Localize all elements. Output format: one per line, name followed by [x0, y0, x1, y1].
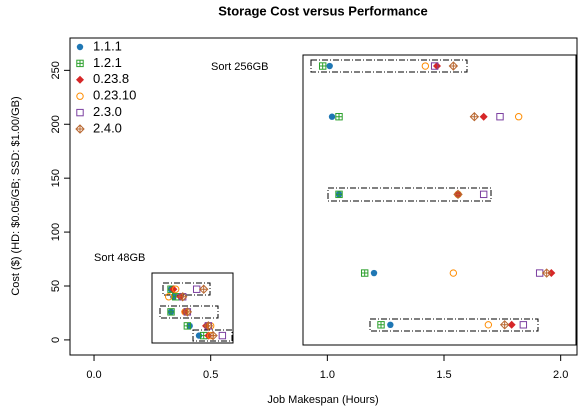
- row-box: [192, 329, 233, 342]
- annotation: Sort 48GB: [94, 252, 145, 264]
- legend-marker: [76, 92, 84, 100]
- legend-marker: [76, 75, 84, 84]
- point: [387, 321, 394, 329]
- x-tick-label: 0.0: [86, 369, 101, 381]
- legend-label: 0.23.10: [93, 88, 136, 103]
- y-tick-label: 150: [50, 169, 62, 187]
- legend-label: 1.1.1: [93, 38, 122, 53]
- chart-title: Storage Cost versus Performance: [218, 3, 428, 18]
- point: [335, 113, 343, 121]
- y-tick-label: 100: [50, 223, 62, 241]
- y-tick-label: 250: [50, 61, 62, 79]
- point: [514, 113, 523, 121]
- row-box: [162, 282, 211, 296]
- point: [182, 307, 193, 317]
- point: [453, 189, 463, 200]
- row-box: [369, 318, 539, 332]
- point: [448, 61, 459, 71]
- point: [430, 62, 439, 70]
- legend-label: 2.3.0: [93, 104, 122, 119]
- point: [541, 268, 552, 278]
- point: [318, 62, 327, 70]
- y-tick-label: 0: [50, 337, 62, 343]
- point: [328, 113, 336, 120]
- point: [203, 321, 214, 331]
- x-axis-label: Job Makespan (Hours): [267, 394, 378, 406]
- point: [198, 284, 209, 294]
- legend-label: 0.23.8: [93, 71, 129, 86]
- point: [208, 330, 218, 341]
- point: [177, 292, 188, 302]
- y-tick-label: 50: [50, 280, 62, 292]
- y-axis-label: Cost ($) (HD: $0.05/GB; SSD: $1.00/GB): [10, 96, 22, 295]
- point: [377, 321, 385, 329]
- point: [469, 112, 480, 122]
- point: [507, 320, 516, 329]
- point: [169, 285, 178, 294]
- legend-marker: [76, 108, 84, 117]
- point: [479, 190, 488, 199]
- point: [164, 293, 173, 301]
- point: [171, 285, 180, 293]
- legend-marker: [76, 59, 84, 68]
- point: [496, 113, 504, 121]
- point: [360, 269, 369, 277]
- point: [433, 62, 442, 71]
- point: [370, 269, 378, 277]
- row-box: [159, 305, 219, 319]
- point: [484, 321, 493, 329]
- legend-marker: [76, 43, 84, 51]
- x-tick-label: 1.5: [436, 369, 451, 381]
- point: [183, 322, 192, 330]
- row-boxes: [159, 59, 539, 342]
- point: [326, 62, 333, 70]
- x-tick-label: 1.0: [320, 369, 335, 381]
- point: [519, 321, 528, 329]
- point: [479, 112, 488, 121]
- row-box: [310, 59, 468, 73]
- annotation: Sort 256GB: [211, 61, 268, 73]
- x-tick-label: 0.5: [203, 369, 218, 381]
- legend: 1.1.1 1.2.10.23.8 0.23.102.3.02.4.0: [75, 38, 136, 135]
- group-box: [302, 54, 577, 346]
- legend-label: 2.4.0: [93, 120, 122, 135]
- point: [335, 190, 343, 199]
- point: [449, 269, 458, 277]
- point: [421, 62, 430, 70]
- row-box: [327, 187, 492, 202]
- legend-label: 1.2.1: [93, 55, 122, 70]
- legend-marker: [75, 124, 85, 134]
- point: [535, 269, 544, 277]
- plot-frame: [69, 37, 578, 356]
- point: [192, 285, 201, 293]
- y-tick-label: 200: [50, 115, 62, 133]
- point: [218, 331, 227, 340]
- group-box: [151, 272, 234, 344]
- x-tick-label: 2.0: [553, 369, 568, 381]
- point: [167, 308, 175, 316]
- point: [499, 320, 510, 330]
